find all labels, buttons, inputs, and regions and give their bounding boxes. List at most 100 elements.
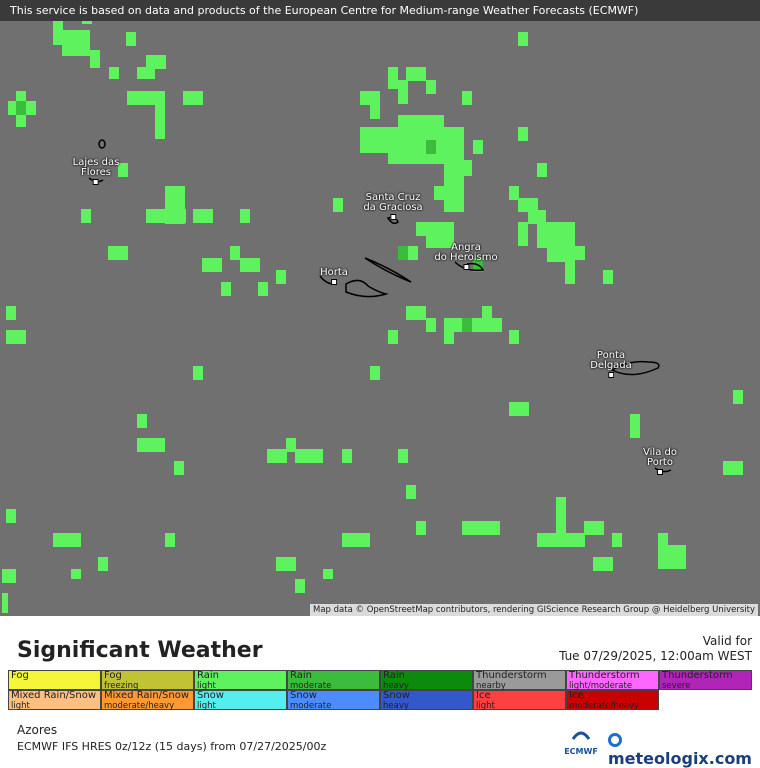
legend-cell: Rain moderate (287, 670, 380, 691)
valid-box: Valid for Tue 07/29/2025, 12:00am WEST (559, 634, 752, 664)
precip-cell (473, 140, 483, 154)
precip-cell (556, 497, 566, 537)
legend-sub: nearby (476, 681, 506, 691)
precip-cell (81, 209, 91, 223)
legend-cell: Mixed Rain/Snow moderate/heavy (101, 690, 194, 711)
map-credit: Map data © OpenStreetMap contributors, r… (310, 604, 758, 616)
precip-cell (6, 330, 26, 344)
region: Azores (17, 723, 58, 737)
place-line: Porto (647, 457, 673, 468)
place-line: Ponta (596, 350, 626, 361)
place-marker (656, 469, 663, 475)
precip-cell (518, 32, 528, 46)
precip-cell (146, 209, 186, 223)
legend-name: Thunderstorm (476, 670, 547, 681)
legend-cell: Ice moderate/heavy (566, 690, 659, 711)
precip-cell (127, 91, 165, 105)
precip-cell (258, 282, 268, 296)
valid-label: Valid for (702, 634, 752, 648)
precip-cell (658, 533, 668, 547)
precip-cell (193, 209, 213, 223)
precip-cell (537, 163, 547, 177)
precip-cell (518, 222, 528, 246)
precip-cell (733, 390, 743, 404)
precip-cell (165, 533, 175, 547)
legend-cell: Rain light (194, 670, 287, 691)
legend-name: Fog (104, 670, 122, 681)
legend-cell: Snow moderate (287, 690, 380, 711)
legend-name: Ice (476, 690, 491, 701)
legend-cell: Snow heavy (380, 690, 473, 711)
precip-cell (454, 318, 502, 332)
precip-cell (482, 306, 492, 320)
precip-cell (444, 160, 472, 176)
legend-name: Thunderstorm (662, 670, 733, 681)
legend-cell: Ice light (473, 690, 566, 711)
legend-sub: heavy (383, 701, 409, 711)
precip-cell (388, 67, 398, 89)
legend-sub: light/moderate (569, 681, 633, 691)
island-outlines (88, 139, 672, 473)
precip-cell (295, 449, 323, 463)
legend-cell: Thunderstorm severe (659, 670, 752, 691)
precip-cell (388, 330, 398, 344)
precip-cell (370, 105, 380, 119)
ecmwf-icon (571, 731, 591, 740)
precip-cell (174, 461, 184, 475)
precip-cell-moderate (398, 246, 408, 260)
precip-cell (98, 557, 108, 571)
precip-cell (342, 533, 370, 547)
precip-cell (509, 402, 529, 416)
precip-cell (323, 569, 333, 579)
precip-cell (109, 67, 119, 79)
legend-name: Snow (383, 690, 410, 701)
legend-sub: light (11, 701, 30, 711)
precip-cell (295, 579, 305, 593)
precip-cell (2, 593, 8, 613)
precip-cell (193, 366, 203, 380)
legend-sub: freezing (104, 681, 139, 691)
legend-sub: severe (662, 681, 691, 691)
precip-cell (462, 521, 500, 535)
precip-cell (444, 176, 464, 212)
precip-cell (462, 91, 472, 105)
place-line: Santa Cruz (365, 192, 421, 203)
precip-cell (221, 282, 231, 296)
precip-cell (286, 438, 296, 452)
precip-cell (509, 330, 519, 344)
brand-icon (608, 733, 622, 747)
precip-cell (584, 521, 604, 535)
model-info: ECMWF IFS HRES 0z/12z (15 days) from 07/… (17, 740, 327, 753)
place-line: Delgada (590, 360, 632, 371)
place-line: do Heroismo (434, 252, 498, 263)
legend-cell: Fog (8, 670, 101, 690)
precip-cell (518, 127, 528, 141)
precip-cell (406, 67, 426, 81)
precip-cell (658, 545, 686, 569)
precip-cell (518, 198, 538, 212)
map-layer (2, 14, 743, 613)
precip-cell (406, 306, 426, 320)
place-label: Santa Cruz da Graciosa (363, 192, 423, 220)
precip-cell (2, 569, 16, 583)
precip-cell (53, 21, 63, 45)
legend-cell: Thunderstorm light/moderate (566, 670, 659, 691)
precip-cell (118, 163, 128, 177)
map[interactable]: This service is based on data and produc… (0, 0, 760, 616)
precip-cell (155, 105, 165, 139)
precip-cell (62, 30, 90, 56)
legend-sub: light (197, 681, 216, 691)
legend-cell: Thunderstorm nearby (473, 670, 566, 691)
precip-cell (434, 186, 444, 200)
legend-name: Ice (569, 690, 584, 701)
ecmwf-logo: ECMWF (562, 728, 600, 756)
precip-cell (342, 449, 352, 463)
precip-cell (53, 533, 81, 547)
place-marker (463, 264, 469, 270)
legend-name: Mixed Rain/Snow (104, 690, 190, 701)
place-label: Ponta Delgada (590, 351, 632, 378)
precip-cell (183, 91, 203, 105)
legend-sub: moderate/heavy (104, 701, 175, 711)
precip-cell (126, 32, 136, 46)
place-line: da Graciosa (363, 202, 423, 213)
